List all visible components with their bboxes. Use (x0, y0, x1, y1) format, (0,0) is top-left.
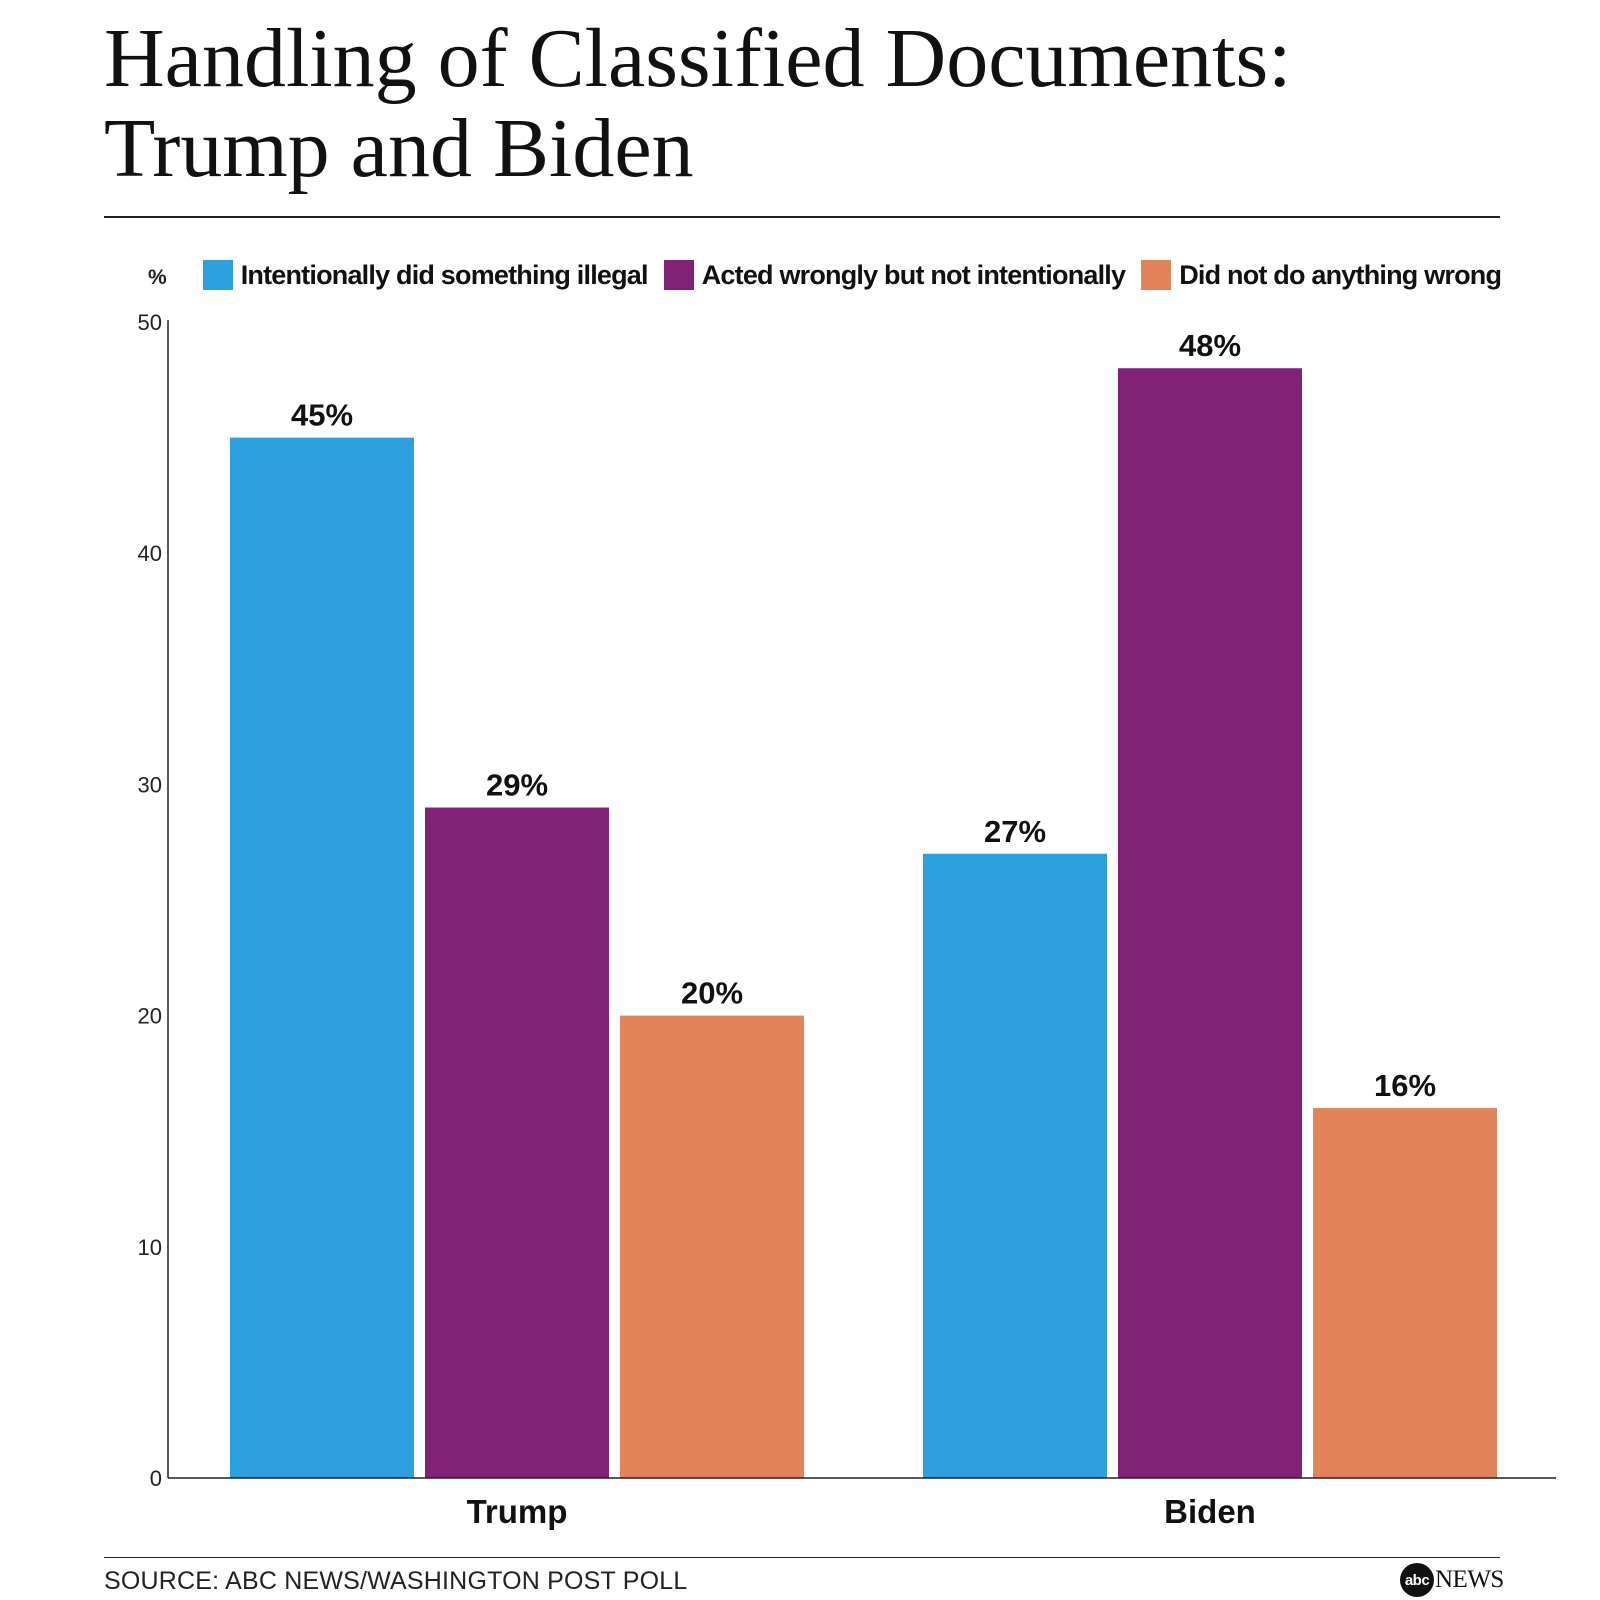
legend-label: Intentionally did something illegal (240, 259, 649, 290)
data-label: 27% (984, 814, 1046, 849)
x-category-label: Biden (1164, 1493, 1256, 1530)
source-note: SOURCE: ABC NEWS/WASHINGTON POST POLL (104, 1567, 688, 1595)
legend-item-intentionally-illegal: Intentionally did something illegal (202, 259, 649, 291)
title-divider (104, 216, 1500, 218)
chart-title-line-1: Handling of Classified Documents: (104, 12, 1292, 105)
data-label: 48% (1179, 328, 1241, 363)
unit-label: % (148, 266, 167, 289)
data-label: 29% (486, 768, 548, 803)
legend-item-acted-wrongly: Acted wrongly but not intentionally (663, 259, 1126, 291)
y-tick-label: 20 (138, 1004, 162, 1029)
bar (425, 807, 609, 1478)
data-label: 45% (291, 398, 353, 433)
abc-logo-icon: abc (1400, 1563, 1434, 1597)
y-tick-label: 40 (138, 541, 162, 566)
legend-swatch (663, 260, 694, 290)
chart-title-line-2: Trump and Biden (104, 102, 694, 195)
y-tick-label: 0 (150, 1466, 162, 1491)
bar (620, 1015, 804, 1478)
legend-label: Did not do anything wrong (1179, 259, 1502, 290)
bar (230, 437, 414, 1479)
footer-divider (104, 1557, 1500, 1558)
x-category-label: Trump (467, 1493, 568, 1530)
y-tick-label: 30 (138, 772, 162, 797)
news-wordmark: NEWS (1435, 1566, 1504, 1593)
data-label: 16% (1374, 1068, 1436, 1103)
legend-label: Acted wrongly but not intentionally (701, 259, 1126, 290)
bar (1118, 368, 1302, 1478)
chart-title: Handling of Classified Documents: Trump … (104, 14, 1504, 194)
y-tick-label: 10 (138, 1235, 162, 1260)
abc-news-logo: abc NEWS (1400, 1563, 1504, 1597)
legend-swatch (1141, 260, 1172, 290)
data-label: 20% (681, 976, 743, 1011)
legend-swatch (202, 260, 233, 290)
bar (923, 853, 1107, 1478)
legend-item-did-nothing-wrong: Did not do anything wrong (1141, 259, 1502, 291)
chart-legend: % Intentionally did something illegal Ac… (148, 258, 1517, 292)
bar (1313, 1108, 1497, 1478)
y-tick-label: 50 (138, 310, 162, 335)
